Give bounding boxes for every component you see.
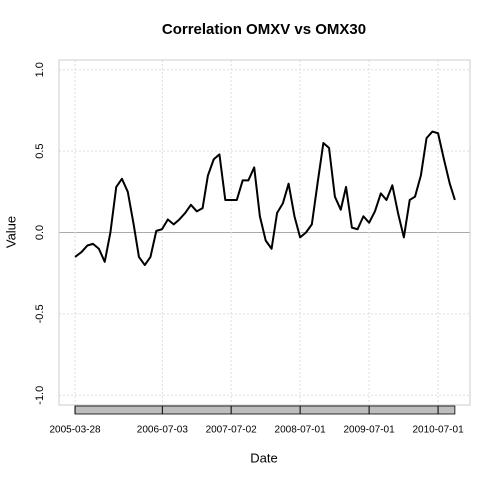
data-line (74, 130, 456, 267)
plot-frame (58, 59, 471, 406)
x-tick-label: 2009-07-01 (344, 425, 396, 436)
y-axis-label: Value (3, 216, 18, 248)
x-tick-label: 2006-07-03 (137, 425, 189, 436)
x-tick-label: 2010-07-01 (412, 425, 464, 436)
x-tick-label: 2008-07-01 (275, 425, 327, 436)
x-axis-label: Date (250, 450, 277, 465)
x-axis-band (74, 405, 456, 415)
y-tick-label: -1.0 (34, 386, 46, 405)
y-tick-label: 0.5 (34, 143, 46, 158)
x-tick-label: 2007-07-02 (206, 425, 258, 436)
chart-title: Correlation OMXV vs OMX30 (162, 21, 366, 38)
y-tick-label: 0.0 (34, 225, 46, 240)
y-tick-label: -0.5 (34, 304, 46, 323)
x-tick-label: 2005-03-28 (49, 425, 101, 436)
y-tick-label: 1.0 (34, 62, 46, 77)
